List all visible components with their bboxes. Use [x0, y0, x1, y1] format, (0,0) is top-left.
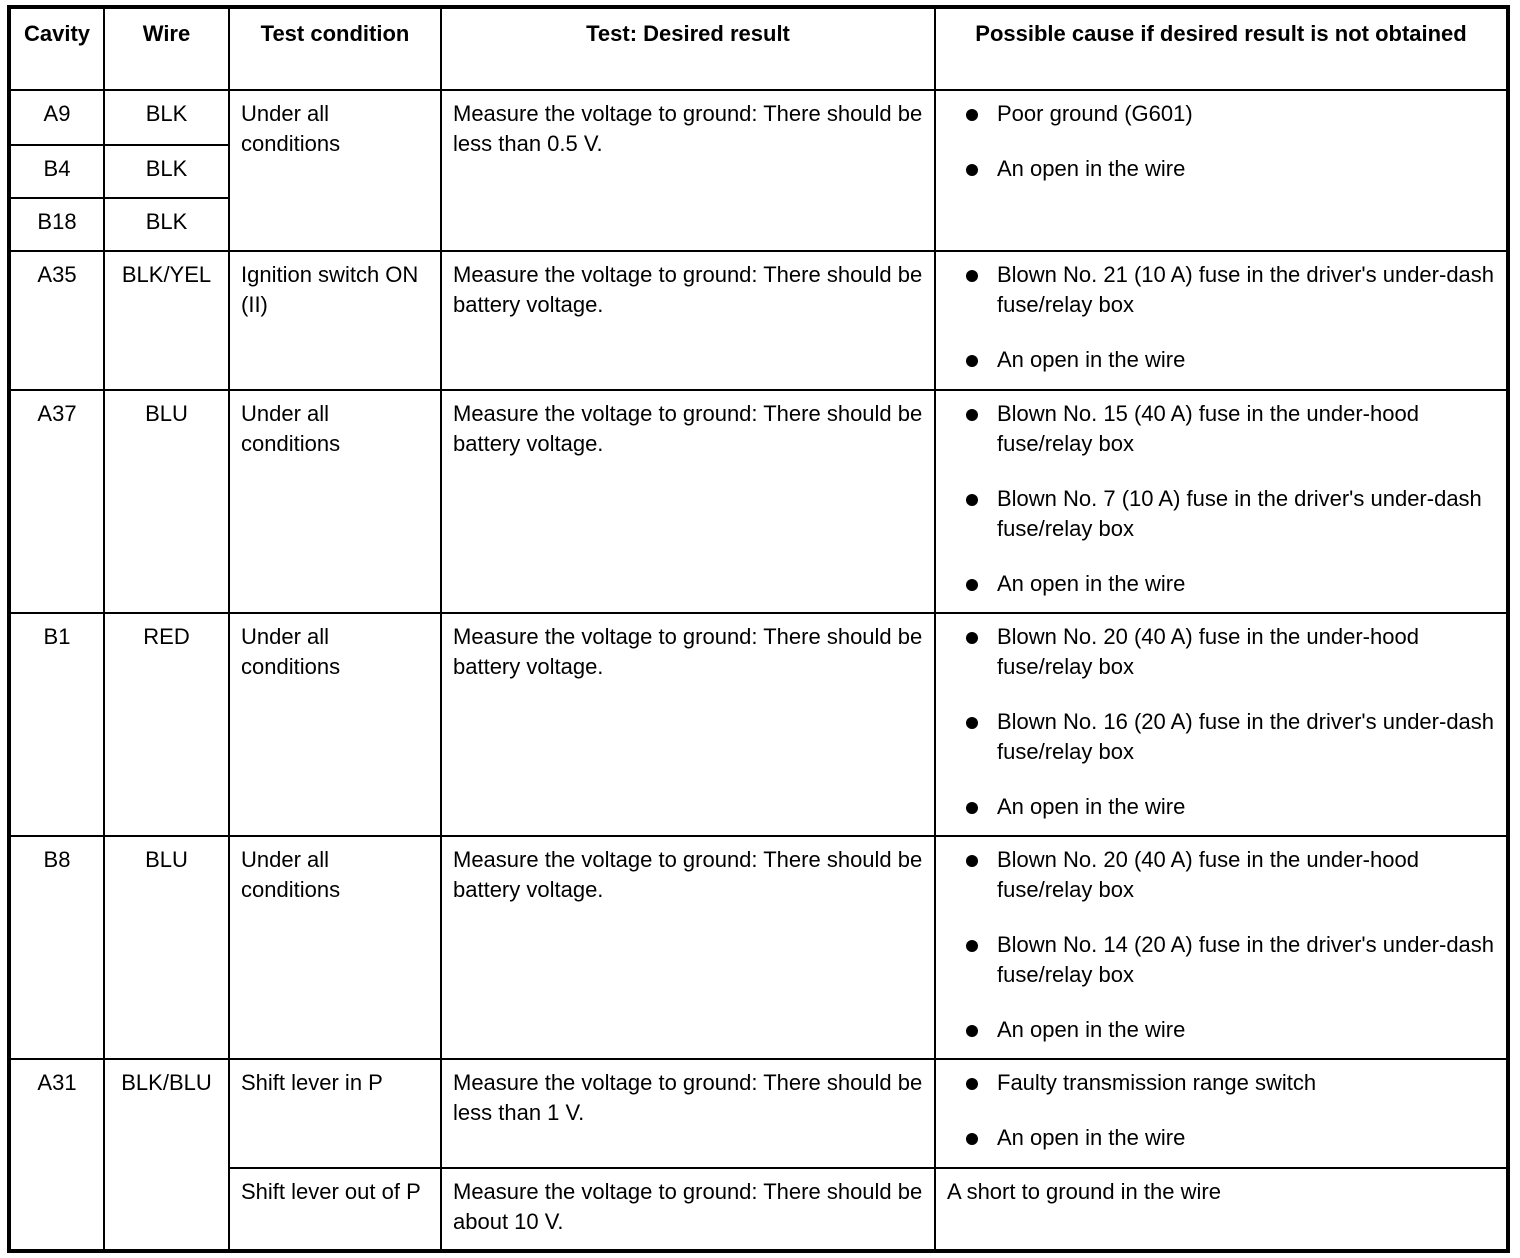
table-row: Shift lever out of P Measure the voltage … — [9, 1167, 1509, 1252]
header-possible-cause: Possible cause if desired result is not … — [934, 6, 1509, 91]
desired-result-cell: Measure the voltage to ground: There sho… — [440, 389, 936, 614]
desired-result-cell: Measure the voltage to ground: There sho… — [440, 89, 936, 252]
cause-item: An open in the wire — [947, 569, 1495, 599]
cavity-cell: A31 — [8, 1058, 105, 1252]
cause-item: An open in the wire — [947, 1123, 1495, 1153]
cavity-cell: B1 — [8, 612, 105, 837]
possible-cause-cell: A short to ground in the wire — [934, 1167, 1509, 1252]
wire-cell: BLK/YEL — [103, 250, 230, 391]
wire-cell: BLK — [103, 144, 230, 199]
cavity-cell: A9 — [8, 89, 105, 146]
cavity-cell: A35 — [8, 250, 105, 391]
cause-item: An open in the wire — [947, 154, 1495, 184]
table-row: A37 BLU Under all conditions Measure the vo… — [8, 389, 1509, 614]
possible-cause-cell: Poor ground (G601) An open in the wire — [934, 89, 1509, 252]
wire-cell: BLK — [103, 197, 230, 252]
cause-item: Faulty transmission range switch — [947, 1068, 1495, 1098]
possible-cause-cell: Blown No. 21 (10 A) fuse in the driver's… — [934, 250, 1509, 391]
cavity-cell: B8 — [8, 835, 105, 1060]
test-condition-cell: Under all conditions — [228, 389, 442, 614]
cause-item: An open in the wire — [947, 345, 1495, 375]
desired-result-cell: Measure the voltage to ground: There sho… — [440, 1167, 936, 1252]
cause-list: Poor ground (G601) An open in the wire — [947, 99, 1495, 184]
desired-result-cell: Measure the voltage to ground: There sho… — [440, 612, 936, 837]
cause-list: Blown No. 21 (10 A) fuse in the driver's… — [947, 260, 1495, 375]
test-condition-cell: Shift lever in P — [228, 1058, 442, 1169]
header-test-condition: Test condition — [228, 6, 442, 91]
cause-item: Blown No. 15 (40 A) fuse in the under-ho… — [947, 399, 1495, 459]
table-row: B1 RED Under all conditions Measure the vol… — [8, 612, 1509, 837]
test-condition-cell: Shift lever out of P — [228, 1167, 442, 1252]
connector-test-table: Cavity Wire Test condition Test: Desired re… — [7, 5, 1510, 1253]
cause-item: An open in the wire — [947, 1015, 1495, 1045]
cause-list: Blown No. 20 (40 A) fuse in the under-ho… — [947, 845, 1495, 1045]
cause-list: Faulty transmission range switch An open … — [947, 1068, 1495, 1153]
cavity-cell: B18 — [8, 197, 105, 252]
possible-cause-cell: Blown No. 20 (40 A) fuse in the under-ho… — [934, 835, 1509, 1060]
cavity-cell: B4 — [8, 144, 105, 199]
cause-item: Blown No. 21 (10 A) fuse in the driver's… — [947, 260, 1495, 320]
test-condition-cell: Under all conditions — [228, 89, 442, 252]
wire-cell: BLK/BLU — [103, 1058, 230, 1252]
cavity-cell: A37 — [8, 389, 105, 614]
possible-cause-cell: Faulty transmission range switch An open … — [934, 1058, 1509, 1169]
cause-list: Blown No. 20 (40 A) fuse in the under-ho… — [947, 622, 1495, 822]
table-row: B4 BLK — [8, 144, 1508, 199]
wire-cell: BLU — [103, 835, 230, 1060]
table-row: B18 BLK — [8, 197, 1508, 252]
table-row: B8 BLU Under all conditions Measure the vol… — [8, 835, 1509, 1060]
desired-result-cell: Measure the voltage to ground: There sho… — [440, 835, 936, 1060]
test-condition-cell: Ignition switch ON (II) — [228, 250, 442, 391]
cause-item: Blown No. 16 (20 A) fuse in the driver's… — [947, 707, 1495, 767]
cause-item: Blown No. 20 (40 A) fuse in the under-ho… — [947, 622, 1495, 682]
table-row: A31 BLK/BLU Shift lever in P Measure the vo… — [8, 1058, 1509, 1252]
header-wire: Wire — [103, 6, 230, 91]
header-cavity: Cavity — [8, 6, 105, 91]
cause-item: Blown No. 20 (40 A) fuse in the under-ho… — [947, 845, 1495, 905]
table-row: A35 BLK/YEL Ignition switch ON (II) Measure… — [8, 250, 1509, 391]
cause-list: Blown No. 15 (40 A) fuse in the under-ho… — [947, 399, 1495, 599]
wire-cell: BLU — [103, 389, 230, 614]
header-desired-result: Test: Desired result — [440, 6, 936, 91]
cause-item: Blown No. 14 (20 A) fuse in the driver's… — [947, 930, 1495, 990]
possible-cause-cell: Blown No. 15 (40 A) fuse in the under-ho… — [934, 389, 1509, 614]
possible-cause-cell: Blown No. 20 (40 A) fuse in the under-ho… — [934, 612, 1509, 837]
wire-cell: RED — [103, 612, 230, 837]
test-condition-cell: Under all conditions — [228, 835, 442, 1060]
cause-item: Poor ground (G601) — [947, 99, 1495, 129]
desired-result-cell: Measure the voltage to ground: There sho… — [440, 1058, 936, 1169]
desired-result-cell: Measure the voltage to ground: There sho… — [440, 250, 936, 391]
wire-cell: BLK — [103, 89, 230, 146]
table-row: A9 BLK Under all conditions Measure the vol… — [8, 89, 1509, 252]
cause-item: An open in the wire — [947, 792, 1495, 822]
cause-item: Blown No. 7 (10 A) fuse in the driver's … — [947, 484, 1495, 544]
test-condition-cell: Under all conditions — [228, 612, 442, 837]
